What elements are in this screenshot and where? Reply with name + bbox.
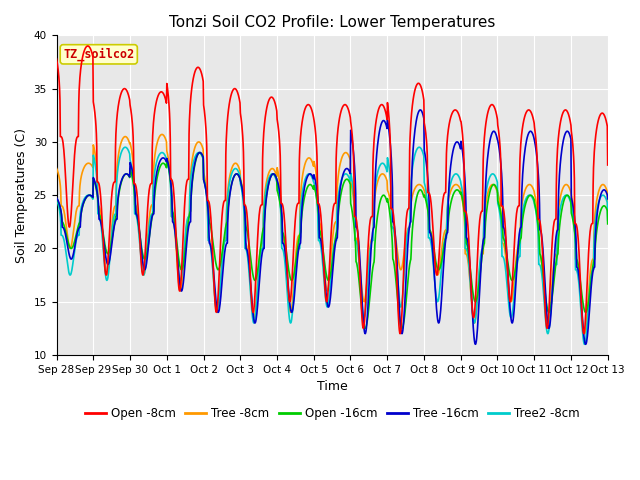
Open -16cm (196, 150, 204, 156)
Open -16cm (162, 163, 170, 169)
Line: Open -16cm: Open -16cm (56, 153, 608, 328)
Tree2 -8cm (175, 273, 183, 279)
Tree2 -8cm (52, 197, 60, 203)
Tree2 -8cm (418, 147, 426, 153)
Open -16cm (52, 195, 60, 201)
Tree2 -8cm (162, 154, 170, 160)
Title: Tonzi Soil CO2 Profile: Lower Temperatures: Tonzi Soil CO2 Profile: Lower Temperatur… (169, 15, 495, 30)
Tree -8cm (52, 166, 60, 171)
X-axis label: Time: Time (317, 380, 348, 393)
Y-axis label: Soil Temperatures (C): Soil Temperatures (C) (15, 128, 28, 263)
Tree -8cm (158, 132, 166, 137)
Tree -16cm (237, 179, 244, 185)
Line: Tree2 -8cm: Tree2 -8cm (56, 147, 608, 344)
Tree -8cm (162, 138, 170, 144)
Open -16cm (604, 221, 612, 227)
Open -8cm (396, 331, 404, 336)
Open -8cm (84, 43, 92, 49)
Tree -8cm (418, 183, 426, 189)
Open -8cm (237, 116, 245, 121)
Tree2 -8cm (415, 144, 423, 150)
Tree2 -8cm (604, 217, 612, 223)
Open -16cm (175, 259, 183, 264)
Line: Tree -8cm: Tree -8cm (56, 134, 608, 334)
Tree -16cm (604, 196, 612, 202)
Tree -8cm (237, 179, 245, 184)
Line: Open -8cm: Open -8cm (56, 46, 608, 334)
Tree2 -8cm (581, 341, 589, 347)
Tree -16cm (162, 157, 170, 163)
Tree -16cm (175, 275, 183, 281)
Open -16cm (539, 269, 547, 275)
Tree2 -8cm (539, 279, 547, 285)
Tree2 -8cm (237, 182, 244, 188)
Tree -16cm (490, 129, 498, 134)
Open -16cm (419, 189, 426, 195)
Tree -16cm (418, 109, 426, 115)
Tree -8cm (539, 268, 547, 274)
Tree -8cm (581, 331, 589, 336)
Open -8cm (162, 98, 170, 104)
Open -8cm (52, 56, 60, 61)
Open -8cm (419, 88, 426, 94)
Open -16cm (237, 180, 245, 186)
Tree -16cm (52, 195, 60, 201)
Open -8cm (175, 288, 183, 294)
Open -16cm (490, 182, 498, 188)
Tree -8cm (490, 182, 498, 188)
Open -16cm (362, 325, 369, 331)
Tree -16cm (417, 107, 424, 113)
Open -8cm (539, 259, 547, 264)
Tree -8cm (175, 286, 183, 291)
Tree -16cm (539, 247, 547, 252)
Open -8cm (490, 104, 498, 110)
Line: Tree -16cm: Tree -16cm (56, 110, 608, 344)
Legend: Open -8cm, Tree -8cm, Open -16cm, Tree -16cm, Tree2 -8cm: Open -8cm, Tree -8cm, Open -16cm, Tree -… (80, 402, 584, 425)
Tree -8cm (604, 206, 612, 212)
Open -8cm (604, 162, 612, 168)
Text: TZ_soilco2: TZ_soilco2 (63, 48, 134, 61)
Tree2 -8cm (490, 171, 498, 177)
Tree -16cm (472, 341, 479, 347)
